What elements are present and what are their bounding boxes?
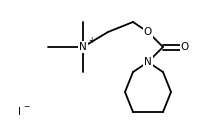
Text: +: +: [87, 36, 94, 45]
Text: O: O: [143, 27, 151, 37]
Text: −: −: [23, 102, 29, 111]
Text: N: N: [143, 57, 151, 67]
Text: N: N: [79, 42, 86, 52]
Text: O: O: [180, 42, 188, 52]
Text: I: I: [18, 107, 21, 117]
